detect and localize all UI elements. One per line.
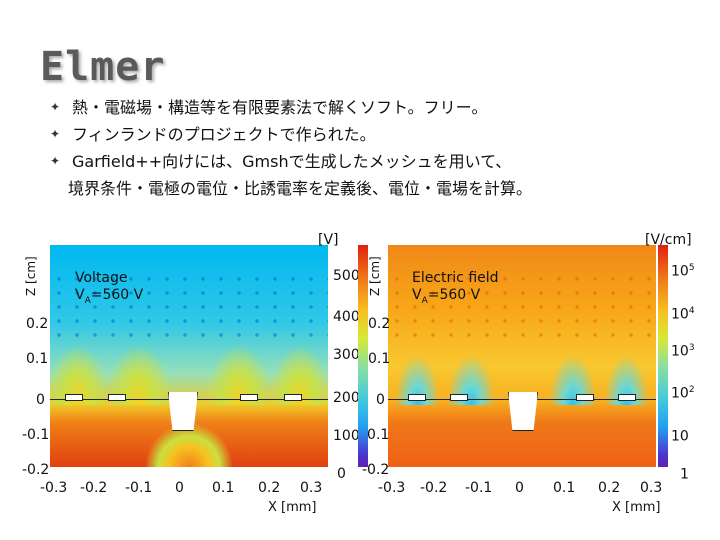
voltage-colorbar-tick: 200 xyxy=(333,390,360,406)
efield-tick-base: 10 xyxy=(671,385,689,402)
efield-colorbar xyxy=(658,245,668,467)
electrode-strip xyxy=(450,394,468,401)
electrode-strip xyxy=(240,394,258,401)
voltage-label-v: V xyxy=(75,287,85,303)
left-x-tick: 0.1 xyxy=(212,480,235,496)
electrode-strip xyxy=(408,394,426,401)
efield-label-v: V xyxy=(412,287,422,303)
efield-tick-base: 10 xyxy=(671,428,689,445)
voltage-label-line2: VA=560 V xyxy=(75,287,143,310)
left-y-tick: 0 xyxy=(36,392,45,408)
efield-label-sub: A xyxy=(421,295,428,306)
efield-colorbar-tick: 1 xyxy=(680,466,689,483)
left-y-tick: 0.1 xyxy=(26,351,49,367)
bullet-text: フィンランドのプロジェクトで作られた。 xyxy=(72,125,376,144)
left-x-tick: 0.2 xyxy=(258,480,281,496)
efield-label-value: =560 V xyxy=(427,287,481,303)
left-y-tick: 0.2 xyxy=(26,316,49,332)
voltage-map: Voltage VA=560 V xyxy=(50,245,328,467)
left-x-tick: -0.2 xyxy=(80,480,108,496)
left-y-tick: -0.1 xyxy=(22,427,50,443)
efield-colorbar-tick: 10 xyxy=(671,428,689,445)
left-x-tick: -0.1 xyxy=(125,480,153,496)
right-y-axis-title: Z [cm] xyxy=(368,256,382,296)
right-x-axis-title: X [mm] xyxy=(612,500,661,515)
bullet-text: 熱・電磁場・構造等を有限要素法で解くソフト。フリー。 xyxy=(72,98,488,117)
efield-tick-base: 10 xyxy=(671,306,689,323)
bullet-list: 熱・電磁場・構造等を有限要素法で解くソフト。フリー。 フィンランドのプロジェクト… xyxy=(50,94,710,202)
electrode-strip xyxy=(108,394,126,401)
efield-tick-exp: 5 xyxy=(688,263,695,273)
right-x-tick: 0.1 xyxy=(553,480,576,496)
left-x-axis-title: X [mm] xyxy=(268,500,317,515)
right-y-tick: 0 xyxy=(376,392,385,408)
right-y-tick: -0.2 xyxy=(362,462,390,478)
efield-tick-exp: 4 xyxy=(688,306,695,316)
voltage-colorbar xyxy=(358,245,368,467)
voltage-label-value: =560 V xyxy=(90,287,144,303)
efield-colorbar-tick: 104 xyxy=(671,306,695,323)
efield-label-line2: VA=560 V xyxy=(412,287,499,310)
voltage-label-sub: A xyxy=(84,295,91,306)
bullet-item: フィンランドのプロジェクトで作られた。 xyxy=(50,121,710,148)
right-y-tick: 0.1 xyxy=(368,351,391,367)
efield-tick-exp: 3 xyxy=(688,343,695,353)
voltage-colorbar-tick: 0 xyxy=(337,466,346,482)
efield-colorbar-tick: 103 xyxy=(671,343,695,360)
right-x-tick: -0.3 xyxy=(378,480,406,496)
left-y-tick: -0.2 xyxy=(22,462,50,478)
right-x-tick: -0.1 xyxy=(465,480,493,496)
groove xyxy=(168,392,198,431)
efield-colorbar-unit: [V/cm] xyxy=(645,232,692,248)
efield-label: Electric field VA=560 V xyxy=(412,270,499,310)
electrode-strip xyxy=(576,394,594,401)
voltage-label: Voltage VA=560 V xyxy=(75,270,143,310)
efield-tick-base: 10 xyxy=(671,343,689,360)
voltage-label-line1: Voltage xyxy=(75,270,128,286)
bullet-icon xyxy=(50,121,60,148)
right-x-tick: -0.2 xyxy=(420,480,448,496)
voltage-colorbar-tick: 500 xyxy=(333,268,360,284)
right-y-tick: -0.1 xyxy=(362,427,390,443)
right-x-tick: 0.2 xyxy=(598,480,621,496)
efield-contour-dots xyxy=(388,271,656,339)
groove xyxy=(508,392,538,431)
voltage-contour-dots xyxy=(50,271,328,339)
slide-title: Elmer xyxy=(40,44,166,90)
left-x-tick: 0 xyxy=(175,480,184,496)
right-y-tick: 0.2 xyxy=(368,316,391,332)
electrode-strip xyxy=(618,394,636,401)
efield-colorbar-tick: 105 xyxy=(671,263,695,280)
bullet-item: 熱・電磁場・構造等を有限要素法で解くソフト。フリー。 xyxy=(50,94,710,121)
voltage-colorbar-tick: 100 xyxy=(333,428,360,444)
efield-label-line1: Electric field xyxy=(412,270,499,286)
efield-tick-exp: 2 xyxy=(688,385,695,395)
bullet-icon xyxy=(50,94,60,121)
efield-map: Electric field VA=560 V xyxy=(388,245,656,467)
efield-tick-base: 10 xyxy=(671,263,689,280)
left-x-tick: -0.3 xyxy=(40,480,68,496)
electrode-strip xyxy=(65,394,83,401)
efield-tick-base: 1 xyxy=(680,466,689,483)
right-x-tick: 0.3 xyxy=(640,480,663,496)
bullet-continuation: 境界条件・電極の電位・比誘電率を定義後、電位・電場を計算。 xyxy=(68,179,533,198)
left-x-tick: 0.3 xyxy=(300,480,323,496)
bullet-item: Garfield++向けには、Gmshで生成したメッシュを用いて、 xyxy=(50,148,710,175)
left-y-axis-title: Z [cm] xyxy=(24,256,38,296)
right-x-tick: 0 xyxy=(515,480,524,496)
bullet-text: Garfield++向けには、Gmshで生成したメッシュを用いて、 xyxy=(72,152,512,171)
voltage-colorbar-tick: 400 xyxy=(333,309,360,325)
voltage-colorbar-tick: 300 xyxy=(333,347,360,363)
electrode-strip xyxy=(284,394,302,401)
bullet-icon xyxy=(50,148,60,175)
efield-colorbar-tick: 102 xyxy=(671,385,695,402)
voltage-colorbar-unit: [V] xyxy=(318,232,339,248)
